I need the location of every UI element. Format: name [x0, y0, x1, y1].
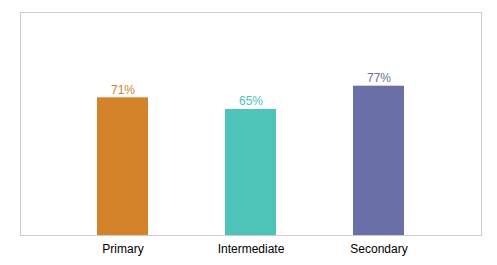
- svg-text:77%: 77%: [367, 71, 391, 85]
- svg-text:71%: 71%: [111, 83, 135, 97]
- svg-text:Secondary: Secondary: [350, 242, 407, 256]
- svg-text:65%: 65%: [239, 94, 263, 108]
- svg-text:Intermediate: Intermediate: [218, 242, 285, 256]
- svg-text:Primary: Primary: [102, 242, 143, 256]
